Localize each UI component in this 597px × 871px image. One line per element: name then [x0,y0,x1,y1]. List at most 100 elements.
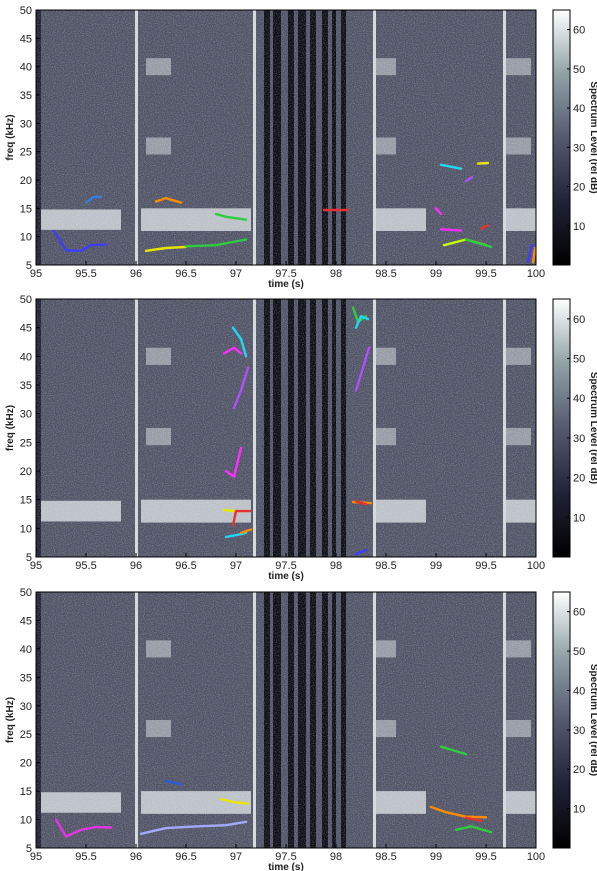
y-tick-label: 20 [20,758,32,770]
whistle-contour [429,805,488,819]
x-tick-label: 98 [330,268,342,280]
colorbar: 10 20 30 40 50 60 Spectrum Level (rel dB) [552,9,597,266]
x-tick-label: 99.5 [475,851,496,863]
colorbar: 10 20 30 40 50 60 Spectrum Level (rel dB) [552,298,597,558]
x-tick-label: 96 [130,851,142,863]
whistle-contour [231,509,252,527]
x-tick-label: 98 [330,851,342,863]
y-tick-label: 35 [20,90,32,102]
whistle-contour [464,238,493,249]
colorbar-tick-label: 10 [573,804,585,816]
y-tick-label: 45 [20,323,32,335]
y-tick-label: 15 [20,203,32,215]
y-tick-label: 45 [20,615,32,627]
spectrogram-image [36,10,536,265]
whistle-contour [439,228,463,232]
x-tick-label: 99 [430,560,442,572]
y-tick-label: 10 [20,523,32,535]
colorbar-tick-label: 60 [573,314,585,326]
colorbar-tick-label: 50 [573,646,585,658]
y-tick-label: 40 [20,62,32,74]
y-tick-label: 50 [20,294,32,306]
whistle-contour [52,229,108,252]
whistle-contour [222,346,243,355]
y-tick-label: 5 [26,843,32,855]
x-tick-label: 96.5 [175,560,196,572]
x-axis-label: time (s) [268,571,304,582]
y-tick-label: 25 [20,729,32,741]
whistle-contour [354,548,368,556]
colorbar-tick-label: 50 [573,354,585,366]
x-tick-label: 95 [30,560,42,572]
x-tick-label: 100 [527,268,545,280]
whistle-contour [354,346,371,392]
whistle-contour [439,745,468,756]
y-tick-label: 25 [20,437,32,449]
x-tick-label: 96.5 [175,851,196,863]
y-axis-label: freq (kHz) [5,697,16,743]
whistle-contour [439,163,463,170]
x-axis-label: time (s) [268,862,304,871]
y-tick-label: 30 [20,409,32,421]
y-tick-label: 35 [20,380,32,392]
colorbar-tick-label: 20 [573,182,585,194]
colorbar-tick-label: 40 [573,685,585,697]
x-tick-label: 97 [230,268,242,280]
whistle-contour [354,500,368,506]
x-tick-label: 98 [330,560,342,572]
y-tick-label: 50 [20,5,32,17]
y-tick-label: 50 [20,587,32,599]
x-tick-label: 95.5 [75,560,96,572]
whistle-contour [531,246,536,264]
colorbar-tick-label: 50 [573,64,585,76]
y-tick-label: 40 [20,644,32,656]
whistle-contour [144,245,188,252]
colorbar-tick-label: 40 [573,393,585,405]
whistle-contour [224,446,243,478]
whistle-contour [232,366,250,410]
x-tick-label: 96 [130,560,142,572]
whistle-contour [231,326,248,358]
whistle-contour [464,176,474,183]
colorbar-tick-label: 60 [573,25,585,37]
y-tick-label: 25 [20,147,32,159]
x-tick-label: 100 [527,560,545,572]
whistle-contour [526,244,534,264]
whistle-contour [454,825,493,834]
y-tick-label: 45 [20,33,32,45]
spectrogram-panel-1: 95 95.5 96 96.5 97 97.5 98 98.5 99 99.5 100 5 10 15 20… [5,5,597,290]
colorbar-tick-label: 20 [573,473,585,485]
y-axis-label: freq (kHz) [5,114,16,160]
x-axis-label: time (s) [268,279,304,290]
colorbar-tick-label: 20 [573,764,585,776]
y-tick-label: 5 [26,552,32,564]
x-tick-label: 98.5 [375,851,396,863]
colorbar-tick-label: 60 [573,607,585,619]
whistle-contour [54,818,113,838]
x-tick-label: 99.5 [475,560,496,572]
x-tick-label: 100 [527,851,545,863]
whistle-contour [476,161,490,165]
whistle-contour [219,797,250,805]
whistle-contour [84,195,103,204]
x-tick-label: 95 [30,851,42,863]
x-tick-label: 99.5 [475,268,496,280]
colorbar-label: Spectrum Level (rel dB) [588,81,597,193]
y-tick-label: 10 [20,232,32,244]
colorbar: 10 20 30 40 50 60 Spectrum Level (rel dB) [552,591,597,849]
y-tick-label: 30 [20,118,32,130]
whistle-contour [464,816,483,822]
y-tick-label: 10 [20,815,32,827]
colorbar-tick-label: 30 [573,725,585,737]
y-tick-label: 5 [26,260,32,272]
whistle-contour [434,207,443,216]
colorbar-tick-label: 40 [573,103,585,115]
x-tick-label: 97.5 [275,268,296,280]
x-tick-label: 96 [130,268,142,280]
whistle-contour [184,238,248,248]
x-tick-label: 96.5 [175,268,196,280]
whistle-contour [239,528,253,535]
colorbar-tick-label: 30 [573,142,585,154]
y-tick-label: 15 [20,495,32,507]
whistle-contour [154,196,183,204]
